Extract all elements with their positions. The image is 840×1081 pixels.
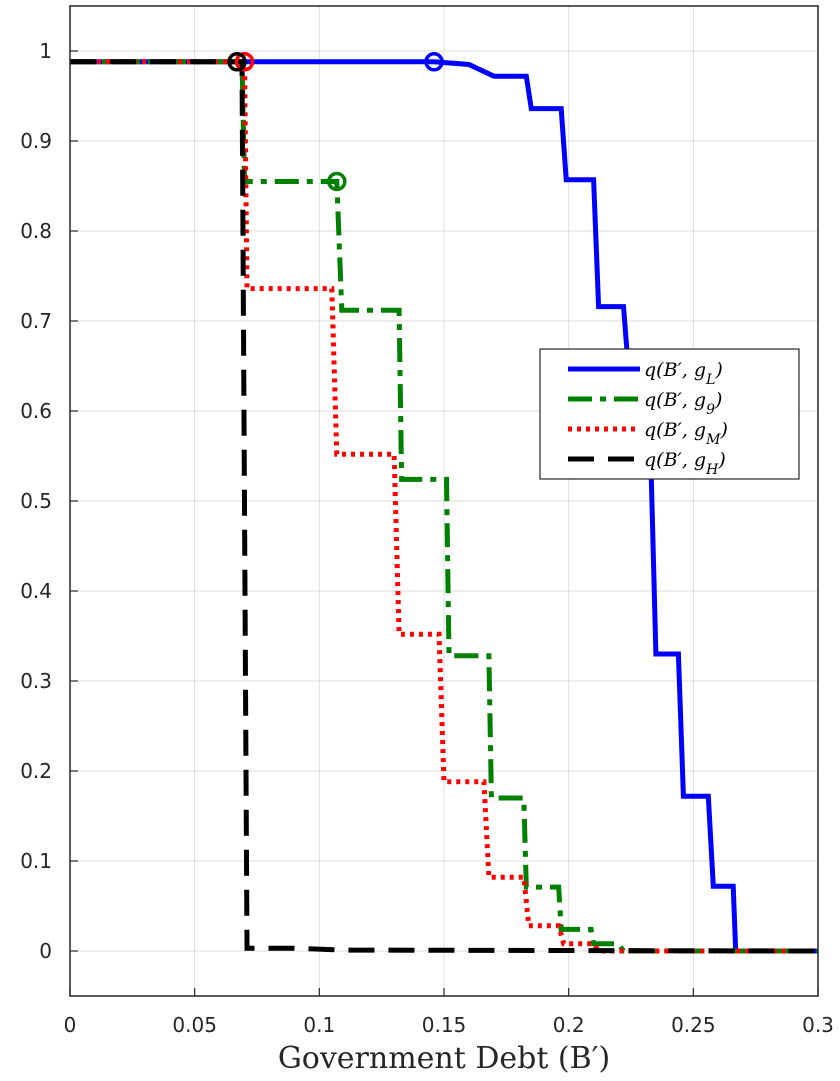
y-tick-label: 0.6 [20,399,52,423]
series-marker-3 [234,52,255,72]
series-line-3 [70,59,818,954]
series-line-1 [70,59,818,954]
y-tick-label: 0 [39,939,52,963]
legend: q(B′, gL)q(B′, g9)q(B′, gM)q(B′, gH) [539,348,800,480]
x-axis-label: Government Debt (B′) [278,1041,610,1076]
series-line-2 [70,59,818,954]
y-tick-label: 0.1 [20,849,52,873]
x-axis-ticks: 0 0.05 0.1 0.15 0.2 0.25 0.3 [64,988,834,1037]
x-tick-label: 0.05 [172,1013,217,1037]
y-tick-label: 1 [39,39,52,63]
x-tick-label: 0.1 [303,1013,335,1037]
grid [69,6,819,996]
series-line-4 [70,59,819,954]
x-tick-label: 0.2 [553,1013,585,1037]
y-tick-label: 0.2 [20,759,52,783]
y-tick-label: 0.9 [20,129,52,153]
x-tick-label: 0.25 [671,1013,716,1037]
y-tick-label: 0.8 [20,219,52,243]
y-tick-label: 0.4 [20,579,52,603]
series-marker-2 [327,171,347,192]
series-marker-1 [424,52,444,72]
x-tick-label: 0.3 [802,1013,834,1037]
y-axis-ticks: 0 0.1 0.2 0.3 0.4 0.5 0.6 0.7 0.8 0.9 1 [20,39,78,963]
x-tick-label: 0 [64,1013,77,1037]
series-marker-4 [227,52,247,72]
markers-layer [227,52,444,192]
y-tick-label: 0.7 [20,309,52,333]
x-tick-label: 0.15 [422,1013,467,1037]
y-tick-label: 0.3 [20,669,52,693]
y-tick-label: 0.5 [20,489,52,513]
series-layer [70,59,819,954]
